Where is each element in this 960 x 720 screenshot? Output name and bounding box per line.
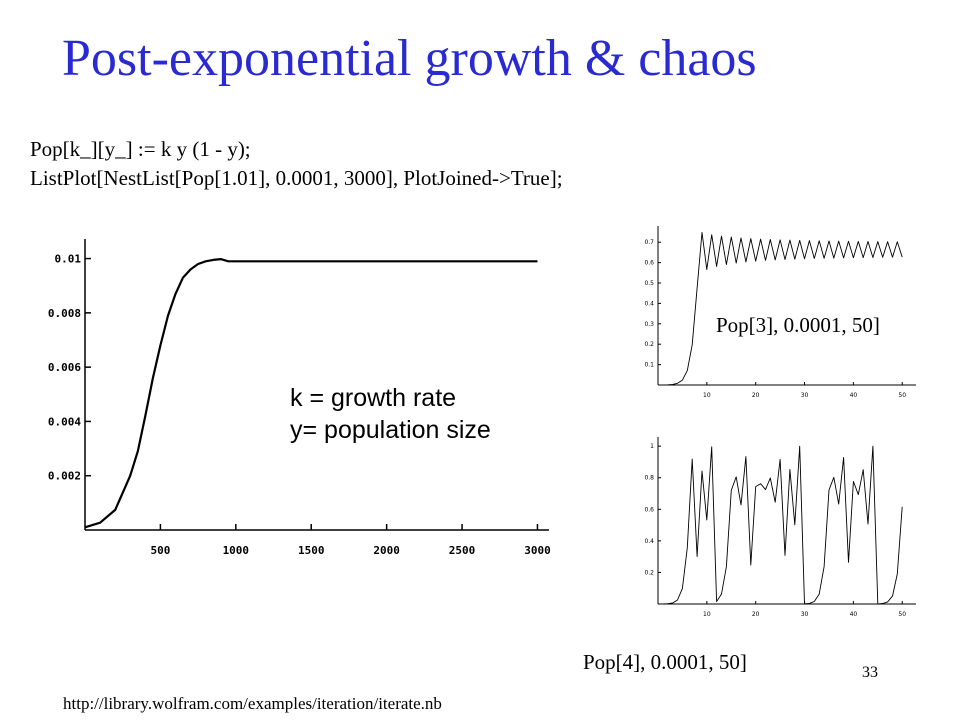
y-tick-label: 1 xyxy=(650,443,654,450)
y-tick-label: 0.01 xyxy=(55,253,82,266)
x-tick-label: 10 xyxy=(703,392,711,399)
y-tick-label: 0.7 xyxy=(644,239,654,246)
note-line-2: y= population size xyxy=(290,416,491,444)
main-growth-chart: 0.002 0.004 0.006 0.008 0.01 500 1000 1500 2000 2… xyxy=(48,239,551,557)
y-tick-label: 0.3 xyxy=(644,321,654,328)
variable-notes: k = growth rate y= population size xyxy=(290,382,491,446)
pop4-label: Pop[4], 0.0001, 50] xyxy=(583,650,747,674)
x-tick-label: 40 xyxy=(850,392,858,399)
y-tick-label: 0.002 xyxy=(48,470,81,483)
series-line xyxy=(657,445,903,605)
x-tick-label: 2500 xyxy=(449,544,476,557)
pop3-chart: 0.1 0.2 0.3 0.4 0.5 0.6 0.7 10 20 30 40 50 xyxy=(644,226,916,399)
source-url[interactable]: http://library.wolfram.com/examples/iter… xyxy=(63,694,442,713)
y-tick-label: 0.4 xyxy=(644,300,654,307)
y-tick-label: 0.6 xyxy=(644,260,654,267)
x-tick-label: 10 xyxy=(703,611,711,618)
x-tick-label: 3000 xyxy=(524,544,551,557)
y-tick-label: 0.1 xyxy=(644,362,654,369)
pop4-chart: 0.2 0.4 0.6 0.8 1 10 20 30 40 50 xyxy=(644,437,916,618)
code-line-1: Pop[k_][y_] := k y (1 - y); xyxy=(30,137,251,161)
series-line xyxy=(84,257,538,529)
x-tick-label: 500 xyxy=(150,544,170,557)
y-tick-label: 0.8 xyxy=(644,475,654,482)
y-tick-label: 0.008 xyxy=(48,307,81,320)
y-tick-label: 0.004 xyxy=(48,415,81,428)
y-tick-label: 0.2 xyxy=(644,569,654,576)
x-tick-label: 30 xyxy=(801,611,809,618)
x-tick-label: 20 xyxy=(752,392,760,399)
note-line-1: k = growth rate xyxy=(290,384,457,412)
slide-number: 33 xyxy=(862,664,878,681)
code-block: Pop[k_][y_] := k y (1 - y); ListPlot[Nes… xyxy=(30,135,563,193)
y-tick-label: 0.4 xyxy=(644,538,654,545)
y-tick-label: 0.5 xyxy=(644,280,654,287)
x-tick-label: 30 xyxy=(801,392,809,399)
x-tick-label: 20 xyxy=(752,611,760,618)
x-tick-label: 1500 xyxy=(298,544,325,557)
y-tick-label: 0.6 xyxy=(644,506,654,513)
y-tick-label: 0.2 xyxy=(644,341,654,348)
slide-title: Post-exponential growth & chaos xyxy=(62,30,757,87)
x-tick-label: 50 xyxy=(898,392,906,399)
x-tick-label: 1000 xyxy=(223,544,250,557)
series-line xyxy=(657,231,903,386)
x-tick-label: 2000 xyxy=(373,544,400,557)
y-tick-label: 0.006 xyxy=(48,361,81,374)
x-tick-label: 50 xyxy=(898,611,906,618)
code-line-2: ListPlot[NestList[Pop[1.01], 0.0001, 300… xyxy=(30,166,563,190)
x-tick-label: 40 xyxy=(850,611,858,618)
pop3-label: Pop[3], 0.0001, 50] xyxy=(716,313,880,337)
